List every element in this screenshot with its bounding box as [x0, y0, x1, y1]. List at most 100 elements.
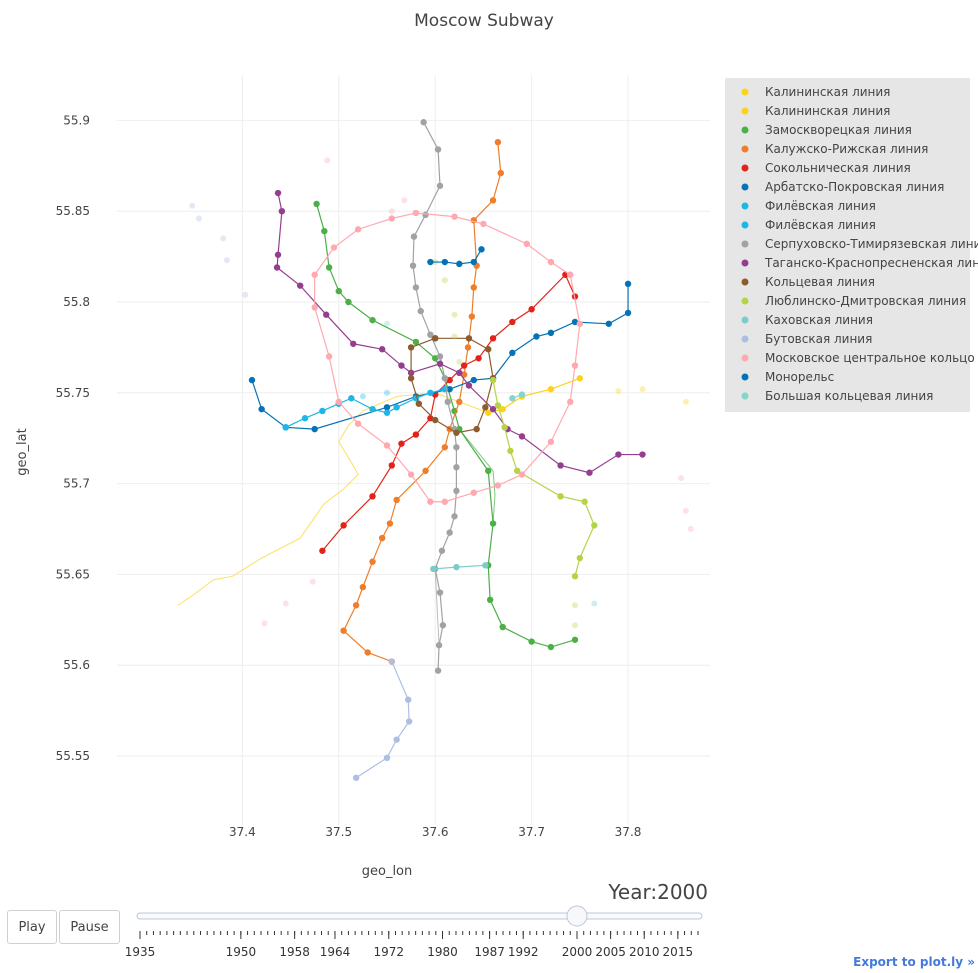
series-group: [189, 202, 249, 298]
station-point: [420, 119, 427, 126]
slider-year-label: 2015: [663, 945, 694, 959]
station-point: [364, 649, 371, 656]
series-line: [316, 203, 576, 648]
legend-marker: [741, 373, 749, 381]
station-point: [383, 320, 390, 327]
station-point: [470, 376, 477, 384]
station-point: [427, 331, 434, 338]
station-point: [405, 718, 413, 725]
series-group: [383, 320, 390, 327]
station-point: [489, 520, 497, 527]
station-point: [313, 200, 320, 208]
legend-item[interactable]: Калининская линия: [741, 104, 891, 118]
series-group: [313, 200, 579, 651]
station-point: [615, 451, 622, 458]
station-point: [639, 386, 646, 393]
station-point: [195, 215, 202, 222]
pause-button[interactable]: Pause: [59, 910, 120, 944]
year-label: Year:2000: [607, 880, 708, 904]
legend-item[interactable]: Замоскворецкая линия: [741, 123, 912, 137]
series-line: [412, 121, 458, 671]
station-point: [499, 405, 506, 413]
legend-label: Калининская линия: [765, 104, 890, 118]
export-link[interactable]: Export to plot.ly »: [853, 955, 975, 969]
station-point: [460, 362, 468, 369]
legend-item[interactable]: Каховская линия: [741, 313, 873, 327]
station-point: [407, 344, 415, 351]
legend-label: Люблинско-Дмитровская линия: [765, 294, 966, 308]
slider-year-label: 2005: [595, 945, 626, 959]
legend-item[interactable]: Серпуховско-Тимирязевская линия: [741, 237, 978, 251]
slider-handle[interactable]: [566, 905, 588, 927]
legend-marker: [741, 221, 749, 229]
legend-label: Таганско-Краснопресненская линия: [764, 256, 978, 270]
legend-item[interactable]: Сокольническая линия: [741, 161, 911, 175]
legend-label: Сокольническая линия: [765, 161, 911, 175]
station-point: [576, 320, 584, 327]
station-point: [435, 642, 443, 649]
station-point: [441, 375, 449, 382]
legend-item[interactable]: Калужско-Рижская линия: [741, 142, 929, 156]
legend-item[interactable]: Бутовская линия: [741, 332, 873, 346]
station-point: [576, 554, 584, 562]
legend-item[interactable]: Люблинско-Дмитровская линия: [741, 294, 967, 308]
legend-marker: [741, 183, 749, 191]
station-point: [273, 264, 281, 271]
station-point: [682, 507, 689, 514]
station-point: [393, 736, 400, 743]
station-point: [436, 182, 444, 189]
station-point: [485, 346, 492, 353]
station-point: [485, 467, 492, 475]
legend-marker: [741, 259, 749, 267]
station-point: [388, 208, 395, 215]
legend-item[interactable]: Калининская линия: [741, 85, 891, 99]
legend-item[interactable]: Филёвская линия: [741, 218, 876, 232]
station-point: [456, 358, 463, 365]
station-point: [311, 425, 318, 433]
legend-item[interactable]: Московское центральное кольцо: [741, 351, 975, 365]
station-point: [431, 416, 439, 424]
legend-item[interactable]: Большая кольцевая линия: [741, 389, 934, 403]
x-tick-label: 37.6: [422, 825, 449, 839]
station-point: [388, 462, 396, 469]
station-point: [465, 335, 473, 342]
legend-item[interactable]: Таганско-Краснопресненская линия: [741, 256, 978, 270]
station-point: [687, 525, 694, 532]
station-point: [412, 338, 420, 346]
station-point: [453, 464, 460, 471]
y-tick-labels: 55.55 55.6 55.65 55.7 55.75 55.8 55.85 55.9: [56, 113, 90, 763]
series-group: [489, 376, 598, 580]
legend-item[interactable]: Арбатско-Покровская линия: [741, 180, 945, 194]
legend-label: Кольцевая линия: [765, 275, 875, 289]
station-point: [513, 467, 521, 475]
station-point: [261, 620, 268, 627]
year-slider[interactable]: 1935 1950 1958 1964 1972 1980 1987 1992 2000 2005…: [125, 905, 703, 959]
legend-item[interactable]: Монорельс: [741, 370, 835, 384]
station-point: [453, 487, 460, 495]
trail-line: [177, 392, 489, 606]
station-point: [494, 138, 502, 146]
legend-label: Филёвская линия: [765, 199, 876, 213]
play-button[interactable]: Play: [7, 910, 57, 944]
station-point: [441, 385, 449, 393]
series-group: [352, 658, 413, 781]
station-point: [436, 360, 444, 367]
y-tick-label: 55.55: [56, 749, 90, 763]
slider-rail[interactable]: [136, 912, 703, 920]
station-point: [220, 235, 227, 242]
station-point: [507, 447, 514, 455]
legend-box: [725, 78, 970, 412]
x-tick-label: 37.5: [325, 825, 352, 839]
series-group: [615, 386, 689, 405]
station-point: [446, 385, 453, 393]
legend-item[interactable]: Филёвская линия: [741, 199, 876, 213]
legend-item[interactable]: Кольцевая линия: [741, 275, 875, 289]
x-tick-label: 37.8: [615, 825, 642, 839]
station-point: [427, 258, 434, 266]
station-point: [444, 398, 451, 406]
station-point: [410, 233, 418, 240]
station-point: [523, 240, 530, 248]
y-tick-label: 55.65: [56, 567, 90, 581]
series-group: [311, 209, 584, 505]
series-group: [319, 271, 579, 554]
